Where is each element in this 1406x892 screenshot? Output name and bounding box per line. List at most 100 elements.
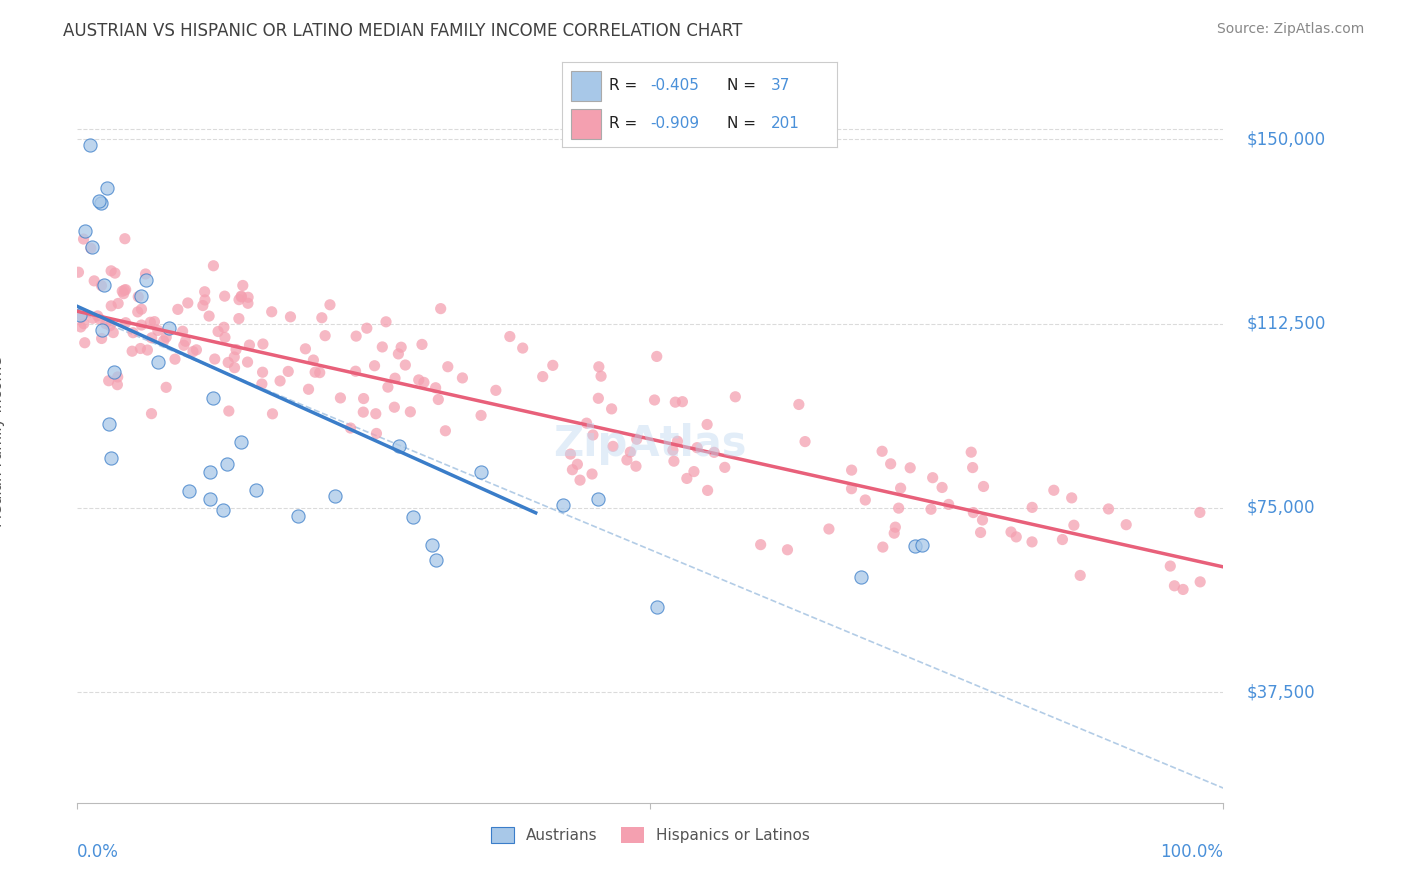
Point — [127, 290, 149, 304]
Point — [112, 286, 135, 301]
Point — [973, 479, 995, 493]
Point — [211, 502, 233, 516]
Text: 201: 201 — [770, 116, 800, 131]
Point — [89, 312, 111, 326]
Point — [582, 428, 605, 442]
Point — [127, 305, 149, 319]
Point — [100, 450, 122, 465]
Point — [194, 293, 217, 307]
Point — [375, 315, 398, 329]
Point — [883, 526, 905, 541]
Point — [308, 366, 330, 380]
Point — [177, 484, 200, 499]
Point — [575, 416, 598, 430]
Point — [567, 458, 589, 472]
Point — [356, 321, 378, 335]
Point — [389, 340, 412, 354]
Point — [82, 311, 104, 326]
Point — [232, 278, 254, 293]
Point — [73, 317, 96, 331]
Point — [139, 315, 162, 329]
Text: R =: R = — [609, 116, 643, 131]
Point — [619, 445, 641, 459]
Point — [962, 460, 984, 475]
Point — [794, 434, 817, 449]
Text: -0.405: -0.405 — [650, 78, 699, 94]
Point — [1115, 517, 1137, 532]
Point — [569, 473, 592, 487]
Point — [531, 369, 554, 384]
Text: $75,000: $75,000 — [1246, 499, 1315, 516]
Point — [339, 421, 361, 435]
Point — [713, 460, 735, 475]
Point — [960, 445, 983, 459]
Point — [1043, 483, 1066, 498]
Point — [560, 447, 582, 461]
Point — [166, 302, 188, 317]
Point — [624, 459, 647, 474]
Point — [224, 350, 246, 364]
Point — [252, 365, 274, 379]
Point — [224, 360, 246, 375]
FancyBboxPatch shape — [571, 109, 600, 139]
Point — [647, 599, 669, 614]
Point — [696, 483, 718, 498]
Point — [602, 439, 624, 453]
Point — [97, 374, 120, 388]
Point — [228, 311, 250, 326]
Point — [82, 240, 104, 254]
Point — [429, 301, 451, 316]
Text: ZipAtlas: ZipAtlas — [554, 423, 747, 465]
Point — [703, 445, 725, 459]
Point — [238, 338, 260, 352]
Point — [131, 288, 153, 302]
Point — [174, 334, 197, 349]
Point — [938, 497, 960, 511]
Point — [155, 330, 177, 344]
Text: 37: 37 — [770, 78, 790, 94]
Text: $37,500: $37,500 — [1246, 683, 1315, 701]
Point — [401, 510, 423, 524]
Point — [344, 364, 367, 378]
Point — [787, 397, 810, 411]
Point — [73, 335, 96, 350]
Point — [662, 443, 685, 458]
Point — [541, 359, 564, 373]
Point — [269, 374, 291, 388]
Point — [146, 355, 169, 369]
Point — [90, 323, 112, 337]
Point — [252, 337, 274, 351]
Point — [1021, 535, 1043, 549]
Point — [103, 326, 125, 340]
Point — [114, 283, 136, 297]
Point — [79, 137, 101, 152]
Point — [776, 542, 799, 557]
Point — [425, 381, 447, 395]
Point — [177, 296, 200, 310]
Point — [131, 302, 153, 317]
Point — [818, 522, 841, 536]
Point — [841, 482, 863, 496]
Point — [225, 343, 247, 357]
Point — [382, 401, 405, 415]
Point — [887, 501, 910, 516]
Point — [122, 326, 145, 340]
Point — [512, 341, 534, 355]
Point — [135, 267, 157, 281]
Point — [1189, 574, 1212, 589]
Point — [107, 370, 129, 384]
Text: Source: ZipAtlas.com: Source: ZipAtlas.com — [1216, 22, 1364, 37]
Point — [228, 293, 250, 307]
Point — [425, 552, 447, 566]
Point — [129, 342, 152, 356]
Point — [194, 285, 217, 299]
Point — [1097, 502, 1119, 516]
Point — [105, 377, 128, 392]
Point — [366, 426, 388, 441]
Point — [696, 417, 718, 432]
Point — [231, 289, 253, 303]
Text: 100.0%: 100.0% — [1160, 843, 1223, 861]
Point — [898, 460, 921, 475]
Point — [245, 483, 267, 498]
Point — [75, 224, 97, 238]
